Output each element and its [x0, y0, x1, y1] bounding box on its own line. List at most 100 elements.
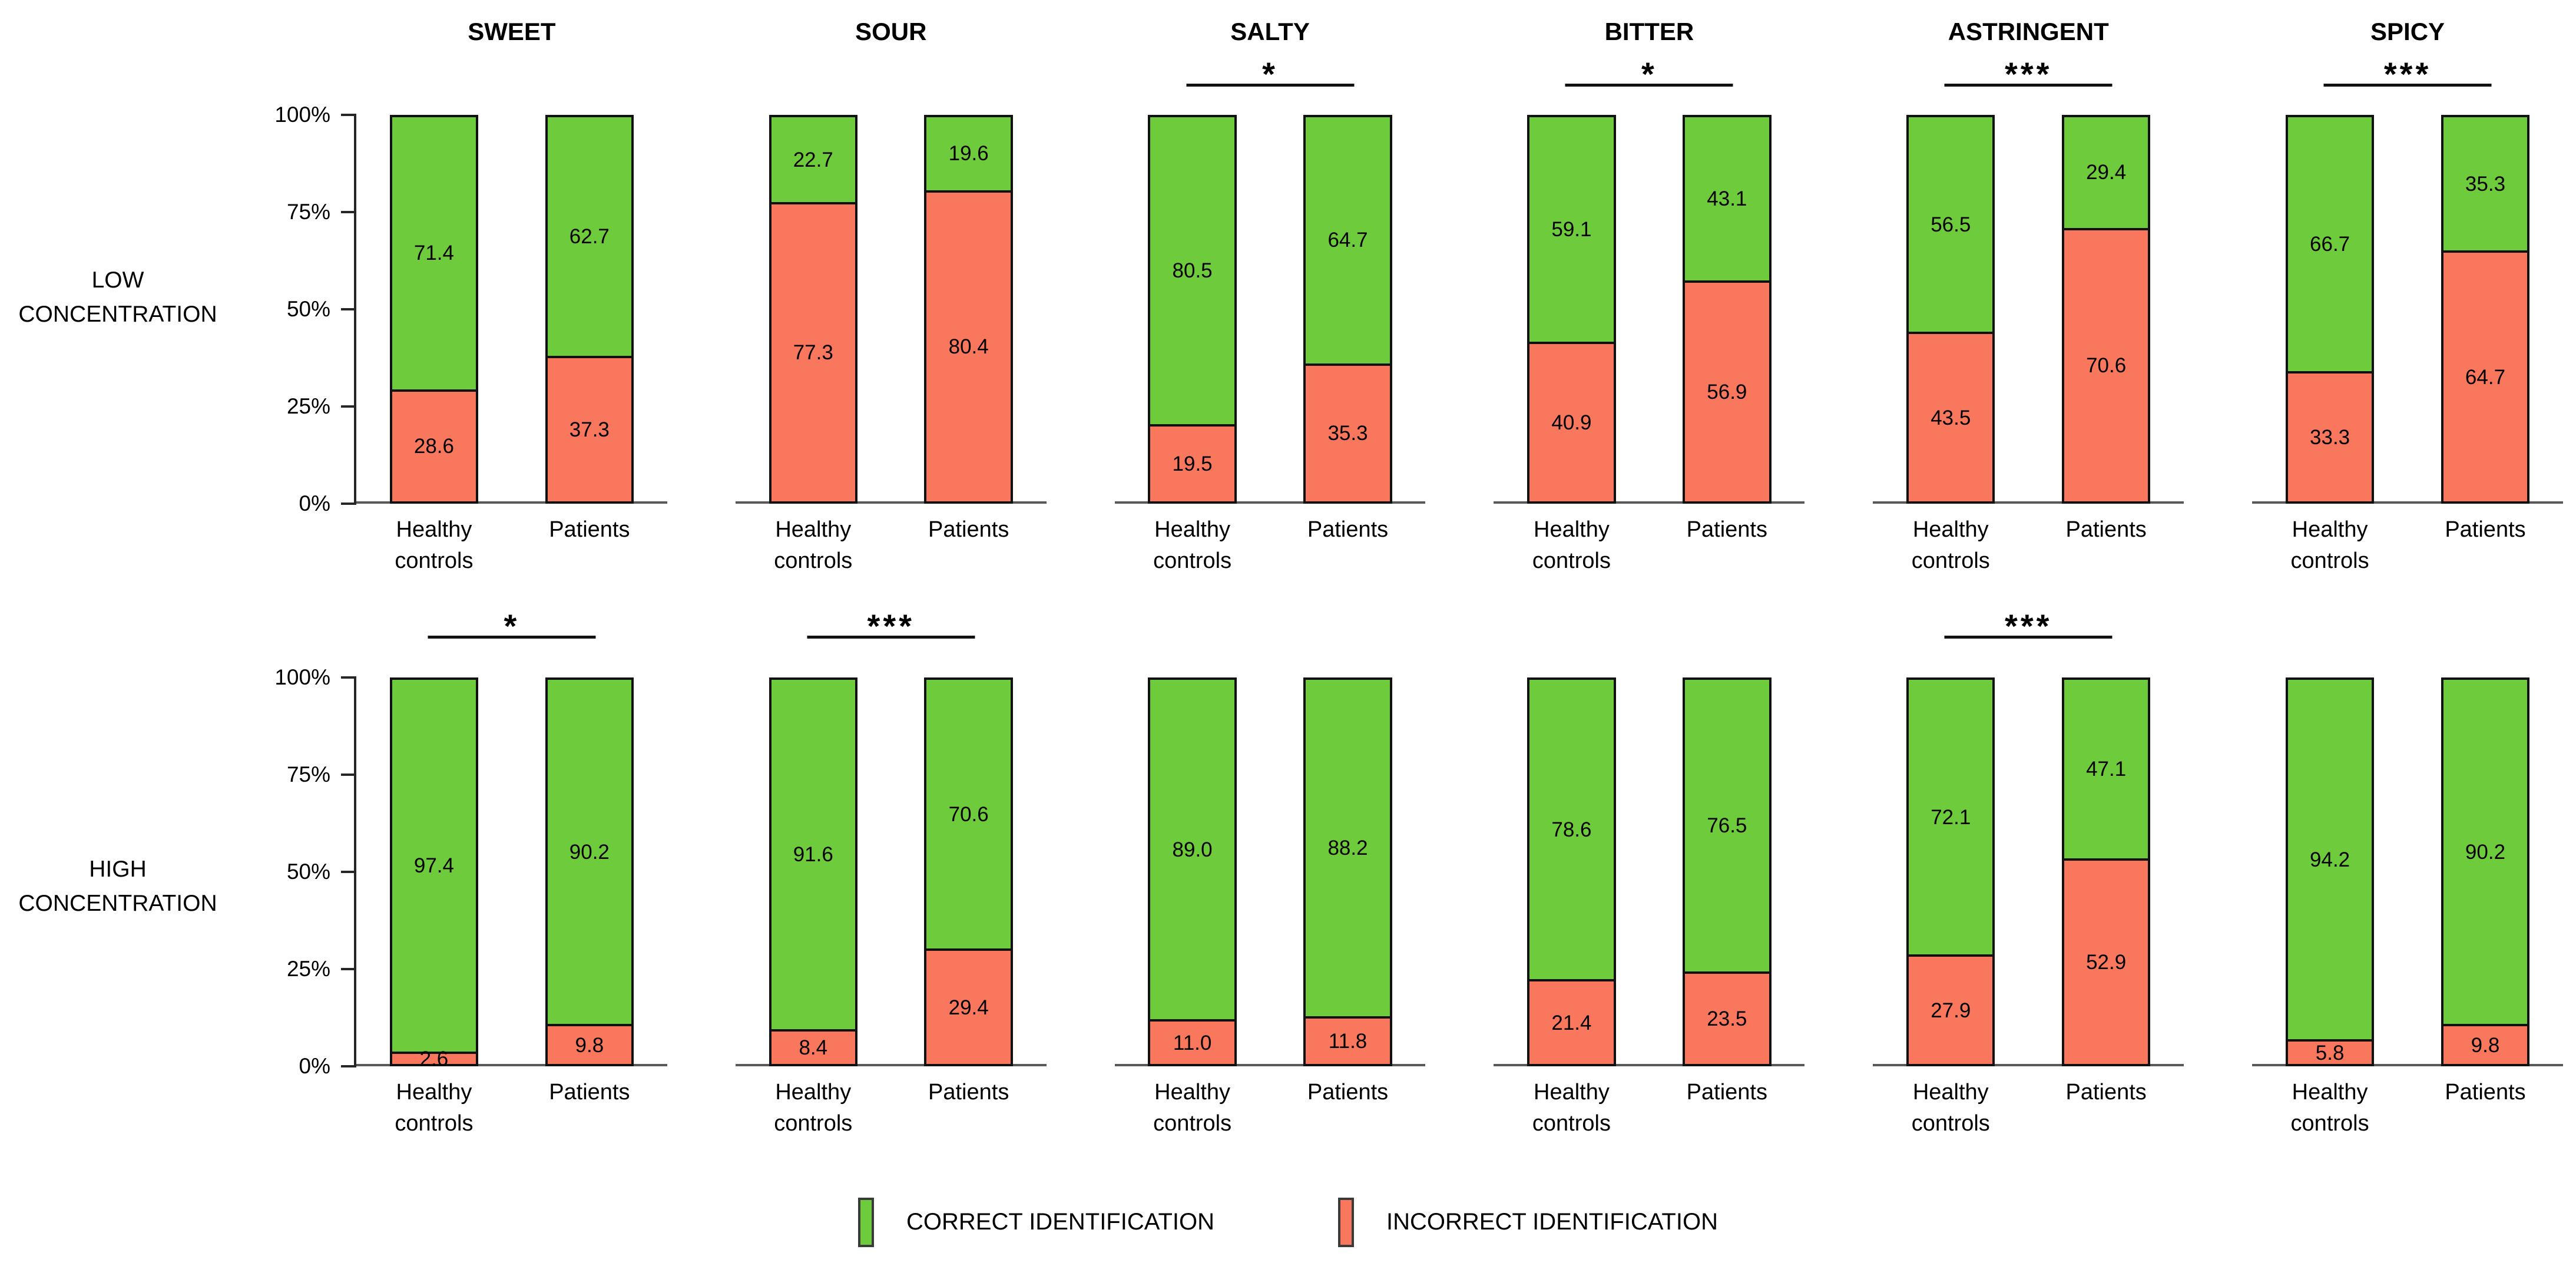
segment-value-label: 59.1 [1551, 218, 1592, 242]
y-axis-ticks: 100% 75% 50% 25% 0% [236, 665, 356, 1078]
incorrect-segment: 40.9 [1529, 344, 1614, 501]
x-axis-line [356, 1064, 667, 1066]
category-labels: Healthy controls Patients [736, 1066, 1047, 1178]
segment-value-label: 56.5 [1931, 213, 1971, 236]
segment-value-label: 80.5 [1172, 259, 1213, 282]
segment-value-label: 66.7 [2310, 232, 2350, 256]
segment-value-label: 11.8 [1328, 1030, 1368, 1053]
panel-title: SWEET [468, 18, 556, 45]
incorrect-segment: 35.3 [1306, 365, 1390, 501]
x-axis-line [735, 501, 1047, 504]
segment-value-label: 5.8 [2315, 1041, 2345, 1065]
category-label-healthy-controls: Healthy controls [1121, 514, 1264, 595]
chart-panel: ASTRINGENT *** 56.5 43.5 29.4 70.6 Healt… [1873, 0, 2184, 595]
x-axis-line [1873, 1064, 2184, 1066]
category-label-line: controls [1153, 1111, 1232, 1136]
significance-stars: *** [2383, 55, 2432, 92]
stacked-bar-patients: 43.1 56.9 [1683, 115, 1772, 504]
legend: CORRECT IDENTIFICATION INCORRECT IDENTIF… [0, 1178, 2576, 1266]
category-label-healthy-controls: Healthy controls [741, 514, 885, 595]
category-label-healthy-controls: Healthy controls [1879, 514, 2022, 595]
correct-segment: 62.7 [547, 117, 632, 358]
segment-value-label: 27.9 [1931, 999, 1971, 1022]
correct-segment: 64.7 [1306, 117, 1390, 366]
x-axis-line [735, 1064, 1047, 1066]
segment-value-label: 97.4 [413, 854, 454, 878]
chart-panel: SALTY * 80.5 19.5 64.7 35.3 Healthy contr… [1114, 0, 1426, 595]
segment-value-label: 33.3 [2310, 425, 2350, 449]
y-axis-tick-mark [341, 211, 356, 213]
significance-line [1565, 84, 1733, 87]
category-labels: Healthy controls Patients [1873, 504, 2184, 595]
stacked-bar-healthy-controls: 78.6 21.4 [1527, 677, 1616, 1066]
segment-value-label: 71.4 [413, 242, 454, 265]
chart-panel: 78.6 21.4 76.5 23.5 Healthy controls Pati… [1494, 595, 1805, 1178]
category-label-line: Healthy [2292, 517, 2368, 542]
panel-title: SALTY [1230, 18, 1310, 45]
category-label-line: Healthy [775, 1080, 852, 1105]
category-label-line: Healthy [1154, 517, 1231, 542]
category-label-patients: Patients [1655, 514, 1799, 595]
correct-segment: 72.1 [1909, 680, 1993, 957]
x-axis-line [1494, 501, 1805, 504]
category-label-line: controls [2290, 548, 2369, 574]
significance-line [428, 636, 596, 639]
segment-value-label: 52.9 [2086, 951, 2127, 974]
category-label-line: controls [1153, 548, 1232, 574]
stacked-bar-patients: 47.1 52.9 [2061, 677, 2151, 1066]
segment-value-label: 2.6 [419, 1047, 449, 1071]
chart-panel: *** 91.6 8.4 70.6 29.4 Healthy controls P… [735, 595, 1047, 1178]
segment-value-label: 23.5 [1707, 1007, 1747, 1030]
category-label-patients: Patients [1655, 1077, 1799, 1178]
category-label-patients: Patients [518, 1077, 661, 1178]
segment-value-label: 80.4 [948, 335, 989, 359]
category-label-line: Healthy [396, 517, 472, 542]
stacked-bar-patients: 90.2 9.8 [545, 677, 634, 1066]
category-label-line: Healthy [1534, 517, 1610, 542]
y-axis-tick-label: 0% [299, 491, 330, 515]
correct-segment: 78.6 [1529, 680, 1614, 982]
segment-value-label: 40.9 [1551, 411, 1592, 435]
chart-panel: SPICY *** 66.7 33.3 35.3 64.7 Healthy con… [2252, 0, 2563, 595]
segment-value-label: 91.6 [793, 843, 833, 867]
stacked-bar-healthy-controls: 72.1 27.9 [1906, 677, 1995, 1066]
correct-segment: 71.4 [392, 117, 476, 392]
category-label-healthy-controls: Healthy controls [363, 1077, 506, 1178]
category-labels: Healthy controls Patients [1873, 1066, 2184, 1178]
category-label-line: Healthy [1534, 1080, 1610, 1105]
y-axis-tick-mark [341, 968, 356, 970]
y-axis-tick-label: 25% [286, 957, 330, 981]
plot-area: 22.7 77.3 19.6 80.4 [735, 115, 1047, 504]
segment-value-label: 64.7 [1327, 229, 1368, 252]
chart-row: LOW CONCENTRATION 100% 75% 50% 25% 0% SWEET … [0, 0, 2576, 595]
y-axis-inner: 100% 75% 50% 25% 0% [236, 103, 356, 515]
category-label-line: Healthy [396, 1080, 472, 1105]
significance-stars: * [1262, 55, 1278, 92]
category-label-healthy-controls: Healthy controls [2259, 1077, 2402, 1178]
incorrect-segment: 56.9 [1685, 283, 1769, 501]
incorrect-segment: 28.6 [392, 391, 476, 501]
segment-value-label: 37.3 [569, 418, 610, 441]
incorrect-segment: 27.9 [1909, 957, 1993, 1064]
incorrect-segment: 29.4 [926, 951, 1011, 1064]
significance-marker: *** [1944, 58, 2113, 91]
incorrect-segment: 64.7 [2443, 253, 2528, 501]
segment-value-label: 90.2 [2465, 840, 2506, 864]
y-axis-ticks: 100% 75% 50% 25% 0% [236, 103, 356, 515]
significance-stars: * [504, 607, 520, 644]
incorrect-segment: 5.8 [2287, 1041, 2372, 1065]
segment-value-label: 70.6 [948, 802, 989, 826]
correct-segment: 70.6 [926, 680, 1011, 951]
panel-header: * [356, 595, 667, 677]
correct-segment: 59.1 [1529, 117, 1614, 345]
category-label-patients: Patients [518, 514, 661, 595]
segment-value-label: 29.4 [948, 996, 989, 1019]
segment-value-label: 35.3 [2465, 172, 2506, 196]
segment-value-label: 77.3 [793, 341, 833, 365]
y-axis-tick-label: 0% [299, 1054, 330, 1078]
category-label-line: Patients [2445, 517, 2526, 542]
y-axis: 100% 75% 50% 25% 0% [236, 595, 356, 1178]
incorrect-segment: 2.6 [392, 1049, 476, 1069]
segment-value-label: 90.2 [569, 840, 610, 864]
